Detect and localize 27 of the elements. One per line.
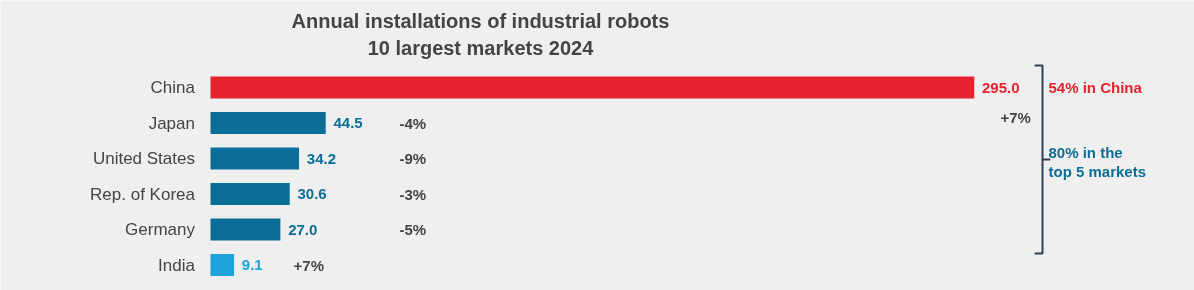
bar (210, 112, 326, 135)
annotation: -3% (399, 185, 427, 203)
data-label: 30.6 (297, 185, 327, 202)
data-label: 295.0 (982, 78, 1020, 96)
y-tick-label: India (158, 255, 196, 275)
data-label: 44.5 (333, 114, 363, 131)
data-label: 34.2 (306, 149, 337, 167)
annotation: -9% (399, 150, 427, 167)
data-label: 9.1 (241, 256, 263, 273)
bar (210, 253, 235, 277)
chart-title: Annual installations of industrial robots 10 largest markets 2024 (291, 9, 670, 59)
bar (210, 147, 300, 170)
annotation: -4% (399, 114, 427, 132)
bar (210, 76, 975, 99)
bar (210, 218, 281, 241)
text: +7% (1000, 109, 1031, 127)
y-tick-label: China (150, 78, 196, 97)
data-label: 27.0 (288, 220, 318, 238)
bar (210, 182, 290, 206)
annotation: -5% (399, 221, 427, 238)
y-tick-label: Japan (148, 113, 195, 133)
y-tick-label: Germany (125, 220, 196, 239)
y-tick-label: Rep. of Korea (90, 184, 196, 204)
annotation: +7% (293, 256, 325, 274)
text: 54% in China (1048, 79, 1143, 96)
text: 80% in the top 5 markets (1048, 143, 1147, 181)
y-tick-label: United States (92, 149, 195, 168)
